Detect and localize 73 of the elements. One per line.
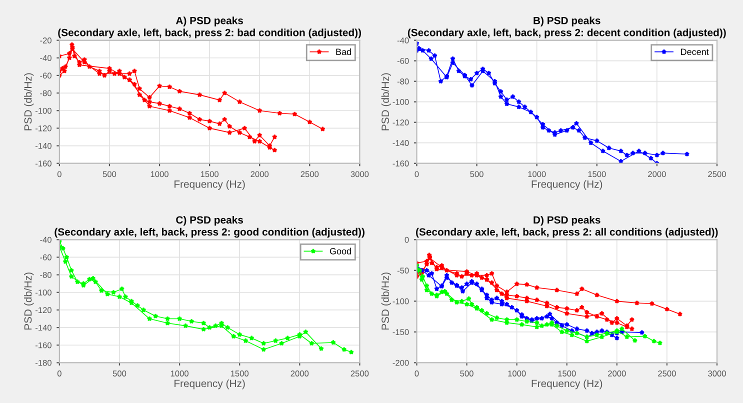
- x-tick-label: 3000: [708, 370, 726, 376]
- chart-subtitle: (Secondary axle, left, back, press 2: decent condition (adjusted)): [408, 28, 726, 38]
- x-tick-label: 1500: [558, 370, 576, 376]
- x-tick-label: 1000: [528, 171, 546, 178]
- x-tick-label: 2500: [708, 171, 726, 178]
- y-tick-label: -160: [35, 160, 52, 166]
- chart-subtitle: (Secondary axle, left, back, press 2: good condition (adjusted)): [54, 228, 364, 238]
- x-tick-label: 1000: [150, 171, 168, 178]
- x-tick-label: 3000: [350, 171, 369, 178]
- y-tick-label: -50: [397, 268, 409, 274]
- x-tick-label: 0: [414, 370, 419, 376]
- y-tick-label: -40: [40, 55, 52, 61]
- x-tick-label: 0: [414, 171, 419, 178]
- legend-label: Good: [330, 248, 351, 254]
- x-tick-label: 1500: [588, 171, 606, 178]
- y-tick-label: -140: [35, 324, 52, 331]
- y-tick-label: -120: [392, 120, 409, 126]
- y-tick-label: -160: [392, 160, 409, 166]
- y-tick-label: -80: [40, 272, 52, 278]
- x-axis-title: Frequency (Hz): [532, 180, 602, 190]
- y-axis-title: PSD (db/Hz): [24, 272, 34, 330]
- x-axis-title: Frequency (Hz): [174, 379, 245, 390]
- y-tick-label: -140: [35, 142, 52, 149]
- y-tick-label: -100: [392, 99, 409, 105]
- y-tick-label: -20: [40, 38, 52, 44]
- y-tick-label: -200: [392, 360, 409, 366]
- y-tick-label: -40: [40, 236, 52, 243]
- x-tick-label: 500: [460, 370, 474, 376]
- x-tick-label: 500: [112, 370, 126, 376]
- x-tick-label: 0: [57, 370, 62, 376]
- chart-title: D) PSD peaks: [534, 216, 600, 226]
- x-tick-label: 1000: [170, 370, 188, 376]
- x-tick-label: 2000: [608, 370, 626, 376]
- chart-title: C) PSD peaks: [176, 216, 244, 226]
- y-tick-label: -150: [392, 329, 409, 336]
- chart-subtitle: (Secondary axle, left, back, press 2: all conditions (adjusted)): [416, 228, 718, 238]
- y-tick-label: 0: [404, 236, 409, 243]
- chart-title: A) PSD peaks: [176, 16, 244, 26]
- x-axis-title: Frequency (Hz): [532, 379, 602, 390]
- y-tick-label: -40: [397, 38, 409, 44]
- x-tick-label: 500: [102, 171, 116, 178]
- y-tick-label: -60: [40, 254, 52, 260]
- chart-subtitle: (Secondary axle, left, back, press 2: bad condition (adjusted)): [58, 28, 362, 38]
- y-axis-title: PSD (db/Hz): [381, 272, 392, 330]
- y-tick-label: -100: [35, 290, 52, 296]
- x-tick-label: 500: [470, 171, 484, 178]
- y-tick-label: -180: [35, 360, 52, 366]
- y-axis-title: PSD (db/Hz): [24, 73, 34, 130]
- y-tick-label: -60: [40, 72, 52, 79]
- y-tick-label: -60: [397, 58, 409, 64]
- x-tick-label: 0: [57, 171, 62, 178]
- legend-label: Decent: [681, 48, 709, 56]
- x-tick-label: 1500: [200, 171, 219, 178]
- y-tick-label: -100: [392, 298, 409, 304]
- x-tick-label: 2500: [350, 370, 369, 376]
- x-tick-label: 2500: [658, 370, 676, 376]
- y-tick-label: -80: [397, 78, 409, 84]
- x-tick-label: 1500: [230, 370, 249, 376]
- x-tick-label: 2000: [290, 370, 309, 376]
- y-tick-label: -120: [35, 307, 52, 314]
- y-tick-label: -160: [35, 342, 52, 348]
- x-tick-label: 1000: [508, 370, 526, 376]
- y-tick-label: -120: [35, 125, 52, 132]
- x-tick-label: 2500: [300, 171, 319, 178]
- y-tick-label: -100: [35, 108, 52, 114]
- legend-label: Bad: [336, 48, 351, 56]
- y-tick-label: -140: [392, 140, 409, 146]
- x-tick-label: 2000: [648, 171, 666, 178]
- chart-title: B) PSD peaks: [534, 16, 600, 26]
- y-tick-label: -80: [40, 90, 52, 96]
- x-axis-title: Frequency (Hz): [174, 180, 245, 190]
- x-tick-label: 2000: [250, 171, 269, 178]
- y-axis-title: PSD (db/Hz): [381, 73, 392, 130]
